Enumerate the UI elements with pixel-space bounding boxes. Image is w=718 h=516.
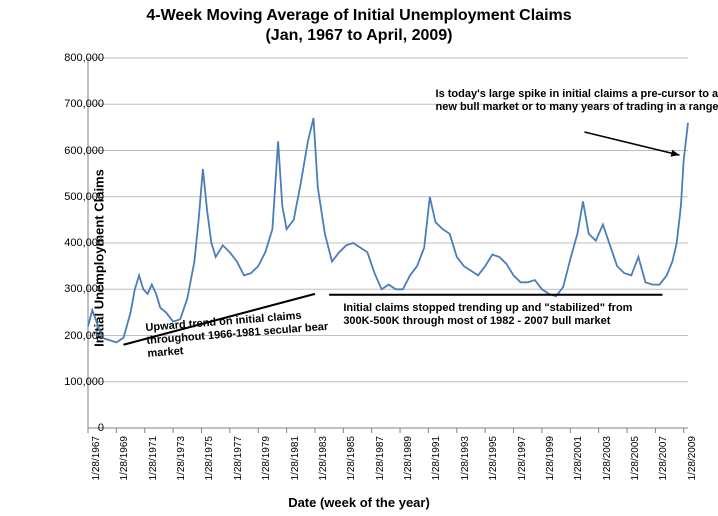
y-tick-label: 600,000 [44, 145, 104, 157]
y-tick-label: 200,000 [44, 330, 104, 342]
annotation-question: Is today's large spike in initial claims… [436, 88, 718, 114]
title-line-2: (Jan, 1967 to April, 2009) [0, 26, 718, 46]
chart-title: 4-Week Moving Average of Initial Unemplo… [0, 6, 718, 46]
x-tick-label: 1/28/1973 [176, 436, 187, 496]
x-tick-label: 1/28/1969 [119, 436, 130, 496]
y-tick-label: 700,000 [44, 98, 104, 110]
chart-container: 4-Week Moving Average of Initial Unemplo… [0, 0, 718, 516]
x-tick-label: 1/28/1989 [403, 436, 414, 496]
y-tick-label: 800,000 [44, 52, 104, 64]
x-tick-label: 1/28/1979 [261, 436, 272, 496]
x-tick-label: 1/28/1991 [431, 436, 442, 496]
x-axis-label: Date (week of the year) [0, 495, 718, 510]
x-tick-label: 1/28/1985 [346, 436, 357, 496]
y-tick-label: 100,000 [44, 376, 104, 388]
x-tick-label: 1/28/1967 [91, 436, 102, 496]
x-tick-label: 1/28/2009 [687, 436, 698, 496]
x-tick-label: 1/28/1995 [488, 436, 499, 496]
x-tick-label: 1/28/1975 [204, 436, 215, 496]
x-tick-label: 1/28/1987 [375, 436, 386, 496]
x-tick-label: 1/28/1971 [148, 436, 159, 496]
x-tick-label: 1/28/1977 [233, 436, 244, 496]
x-tick-label: 1/28/1983 [318, 436, 329, 496]
annotation-stabilized: Initial claims stopped trending up and "… [343, 302, 663, 328]
y-tick-label: 0 [44, 422, 104, 434]
x-tick-label: 1/28/2007 [658, 436, 669, 496]
x-tick-label: 1/28/2003 [602, 436, 613, 496]
x-tick-label: 1/28/2005 [630, 436, 641, 496]
y-tick-label: 500,000 [44, 191, 104, 203]
x-tick-label: 1/28/2001 [573, 436, 584, 496]
title-line-1: 4-Week Moving Average of Initial Unemplo… [0, 6, 718, 26]
x-tick-label: 1/28/1981 [290, 436, 301, 496]
y-tick-label: 400,000 [44, 237, 104, 249]
y-tick-label: 300,000 [44, 283, 104, 295]
x-tick-label: 1/28/1999 [545, 436, 556, 496]
x-tick-label: 1/28/1993 [460, 436, 471, 496]
x-tick-label: 1/28/1997 [517, 436, 528, 496]
